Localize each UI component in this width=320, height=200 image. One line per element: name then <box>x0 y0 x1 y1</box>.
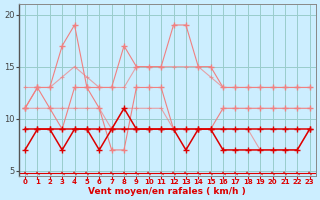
Text: ←: ← <box>133 169 140 177</box>
Text: ←: ← <box>46 169 53 177</box>
Text: ←: ← <box>207 169 214 177</box>
Text: ←: ← <box>157 169 165 177</box>
Text: ←: ← <box>257 169 264 177</box>
Text: ←: ← <box>21 169 28 177</box>
Text: ←: ← <box>34 169 41 177</box>
Text: ←: ← <box>71 169 78 177</box>
Text: ←: ← <box>294 169 301 177</box>
Text: ←: ← <box>108 169 115 177</box>
Text: ←: ← <box>170 169 177 177</box>
Text: ←: ← <box>195 169 202 177</box>
Text: ←: ← <box>145 169 152 177</box>
Text: ←: ← <box>269 169 276 177</box>
Text: ←: ← <box>182 169 189 177</box>
Text: ←: ← <box>83 169 91 177</box>
Text: ←: ← <box>306 169 313 177</box>
Text: ←: ← <box>244 169 252 177</box>
Text: ←: ← <box>120 169 128 177</box>
Text: ←: ← <box>232 169 239 177</box>
Text: ←: ← <box>96 169 103 177</box>
Text: ←: ← <box>220 169 227 177</box>
Text: ←: ← <box>281 169 289 177</box>
Text: ←: ← <box>59 169 66 177</box>
X-axis label: Vent moyen/en rafales ( km/h ): Vent moyen/en rafales ( km/h ) <box>88 187 246 196</box>
